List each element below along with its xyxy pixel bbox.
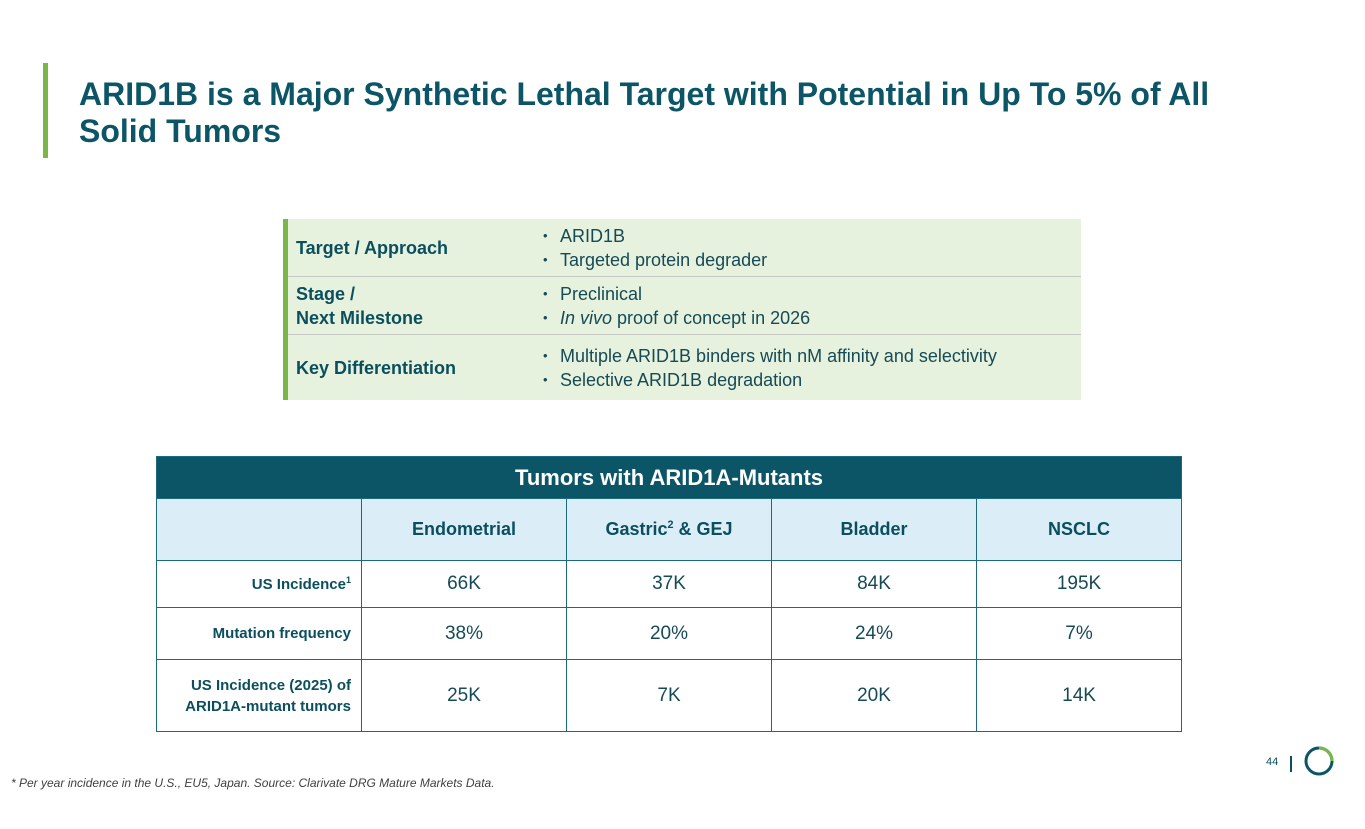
table-title: Tumors with ARID1A-Mutants — [155, 456, 1183, 499]
table-cell: 20% — [566, 607, 772, 660]
table-cell: 84K — [771, 560, 977, 608]
footnote-marker: 2 — [667, 519, 674, 531]
row-label-text: US Incidence — [251, 575, 346, 593]
table-cell: 25K — [361, 659, 567, 732]
bullet-item: Selective ARID1B degradation — [543, 368, 997, 392]
italic-term: In vivo — [560, 307, 613, 328]
info-row-target: Target / Approach ARID1B Targeted protei… — [288, 219, 1081, 277]
bullet-item: ARID1B — [543, 224, 767, 248]
info-label-line: Next Milestone — [296, 307, 424, 328]
empty-corner-cell — [156, 498, 362, 561]
row-label: US Incidence (2025) of ARID1A-mutant tum… — [156, 659, 362, 732]
column-header: Bladder — [771, 498, 977, 561]
table-cell: 24% — [771, 607, 977, 660]
column-header: Endometrial — [361, 498, 567, 561]
column-header: NSCLC — [975, 498, 1183, 561]
table-cell: 38% — [361, 607, 567, 660]
table-cell: 7K — [566, 659, 772, 732]
column-header-text: & GEJ — [673, 519, 733, 539]
info-label: Target / Approach — [296, 237, 449, 258]
bullet-item: Targeted protein degrader — [543, 248, 767, 272]
row-label: Mutation frequency — [156, 607, 362, 660]
page-number: 44 — [1266, 756, 1279, 768]
info-label-line: Stage / — [296, 283, 356, 304]
info-label: Stage / Next Milestone — [288, 282, 543, 330]
table-row: Mutation frequency 38% 20% 24% 7% — [156, 607, 1183, 660]
info-label: Key Differentiation — [296, 357, 457, 378]
footnote-marker: 1 — [345, 574, 351, 585]
company-logo-icon — [1304, 746, 1334, 776]
table-cell: 66K — [361, 560, 567, 608]
program-info-box: Target / Approach ARID1B Targeted protei… — [283, 219, 1081, 400]
info-row-differentiation: Key Differentiation Multiple ARID1B bind… — [288, 335, 1081, 400]
table-row: US Incidence (2025) of ARID1A-mutant tum… — [156, 659, 1183, 732]
bullet-item: Multiple ARID1B binders with nM affinity… — [543, 344, 997, 368]
table-cell: 14K — [975, 659, 1183, 732]
title-accent-bar — [43, 63, 48, 158]
column-header-text: Gastric — [605, 519, 668, 539]
column-header: Gastric2 & GEJ — [566, 498, 772, 561]
bullet-item: Preclinical — [543, 282, 810, 306]
table-header-row: Tumors with ARID1A-Mutants — [155, 456, 1183, 499]
page-title: ARID1B is a Major Synthetic Lethal Targe… — [79, 76, 1210, 149]
table-cell: 7% — [975, 607, 1183, 660]
page-separator — [1290, 756, 1292, 772]
bullet-text: proof of concept in 2026 — [617, 307, 811, 328]
info-bullets: Multiple ARID1B binders with nM affinity… — [543, 344, 997, 392]
info-bullets: Preclinical In vivo proof of concept in … — [543, 282, 810, 330]
table-cell: 37K — [566, 560, 772, 608]
column-header-row: Endometrial Gastric2 & GEJ Bladder NSCLC — [156, 498, 1183, 561]
row-label: US Incidence1 — [156, 560, 362, 608]
table-cell: 195K — [975, 560, 1183, 608]
info-bullets: ARID1B Targeted protein degrader — [543, 224, 767, 272]
info-row-stage: Stage / Next Milestone Preclinical In vi… — [288, 277, 1081, 335]
footnote: * Per year incidence in the U.S., EU5, J… — [11, 776, 495, 790]
bullet-item: In vivo proof of concept in 2026 — [543, 306, 810, 330]
table-row: US Incidence1 66K 37K 84K 195K — [156, 560, 1183, 608]
arid1a-tumor-table: Tumors with ARID1A-Mutants Endometrial G… — [155, 456, 1183, 732]
table-cell: 20K — [771, 659, 977, 732]
